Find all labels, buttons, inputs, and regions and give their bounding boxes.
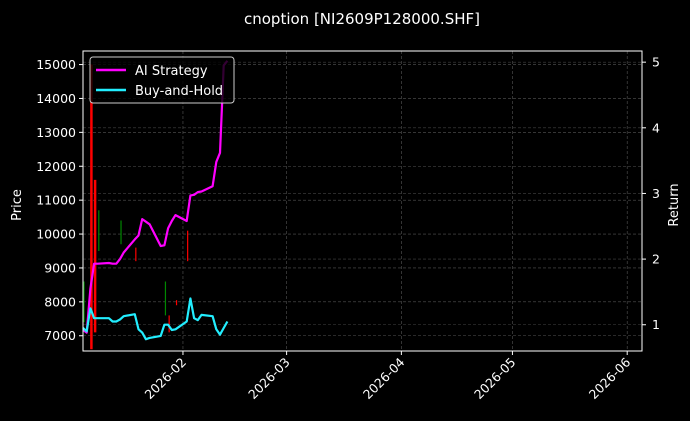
legend-buy-and-hold-label: Buy-and-Hold	[135, 84, 223, 99]
price-tick-label: 15000	[36, 57, 76, 72]
legend: AI Strategy Buy-and-Hold	[89, 56, 235, 104]
price-tick-label: 13000	[36, 125, 76, 140]
plot-frame	[82, 50, 643, 352]
price-axis-label: Price	[10, 189, 25, 221]
return-tick-label: 3	[652, 186, 660, 201]
return-tick-label: 2	[652, 252, 660, 267]
return-series	[82, 60, 229, 341]
price-tick-label: 7000	[44, 328, 76, 343]
price-tick-label: 9000	[44, 260, 76, 275]
price-tick-label: 11000	[36, 193, 76, 208]
chart-title: cnoption [NI2609P128000.SHF]	[244, 10, 480, 28]
return-tick-label: 4	[652, 120, 660, 135]
grid-lines	[83, 51, 642, 351]
buy-and-hold-line	[82, 297, 229, 341]
return-tick-label: 5	[652, 55, 660, 70]
price-axis: 7000 8000 9000 10000 11000 12000 13000 14000 150…	[36, 57, 83, 343]
return-tick-label: 1	[652, 317, 660, 332]
price-bars	[83, 64, 189, 350]
legend-ai-strategy-label: AI Strategy	[135, 64, 208, 79]
price-tick-label: 8000	[44, 294, 76, 309]
price-tick-label: 12000	[36, 159, 76, 174]
return-axis: 1 2 3 4 5	[642, 55, 660, 332]
price-tick-label: 14000	[36, 91, 76, 106]
ai-strategy-line	[82, 60, 229, 334]
return-axis-label: Return	[667, 183, 682, 226]
price-tick-label: 10000	[36, 227, 76, 242]
